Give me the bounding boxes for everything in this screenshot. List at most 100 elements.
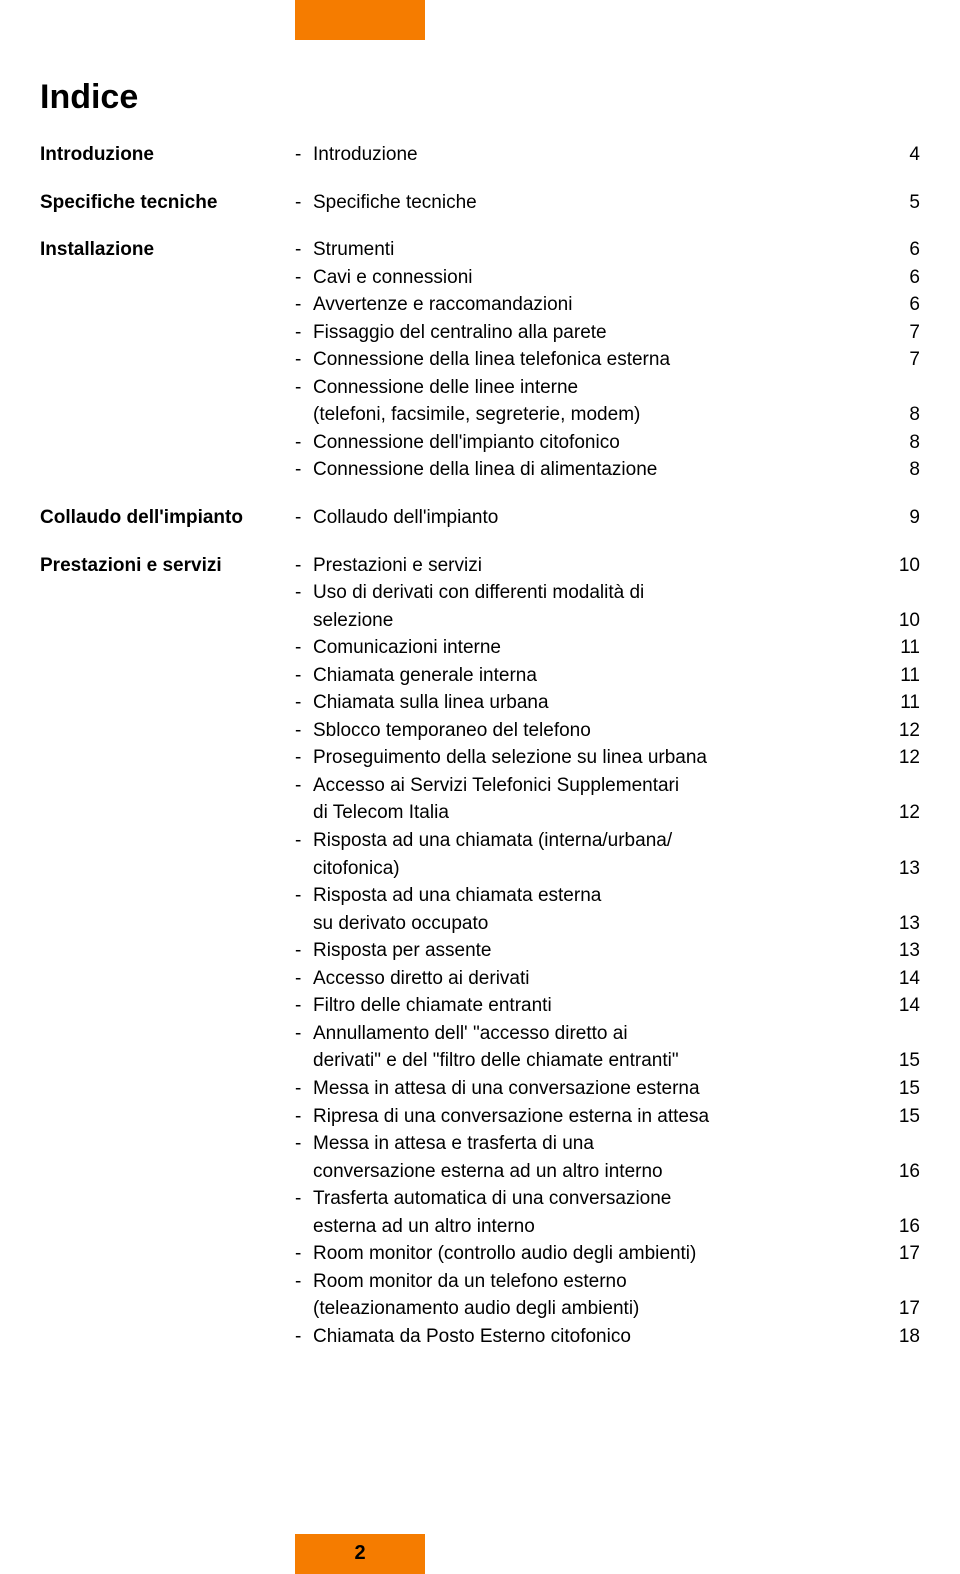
toc-item: -Comunicazioni interne11: [295, 634, 920, 662]
toc-item-text: Filtro delle chiamate entranti: [313, 992, 886, 1020]
toc-item-continuation: di Telecom Italia12: [295, 799, 920, 827]
dash-icon: -: [295, 429, 313, 457]
toc-item-page: 4: [886, 141, 920, 169]
toc-item: -Filtro delle chiamate entranti14: [295, 992, 920, 1020]
toc-item-text: Collaudo dell'impianto: [313, 504, 886, 532]
toc-item-page: 7: [886, 319, 920, 347]
toc-item: -Trasferta automatica di una conversazio…: [295, 1185, 920, 1213]
toc-item-page: 6: [886, 236, 920, 264]
toc-item-text: Messa in attesa di una conversazione est…: [313, 1075, 886, 1103]
toc-item: -Connessione della linea telefonica este…: [295, 346, 920, 374]
dash-icon: -: [295, 937, 313, 965]
dash-icon: -: [295, 772, 313, 800]
dash-icon: -: [295, 291, 313, 319]
toc-item-text: Sblocco temporaneo del telefono: [313, 717, 886, 745]
toc-item-text: Uso di derivati con differenti modalità …: [313, 579, 886, 607]
toc-item-page: 13: [886, 855, 920, 883]
toc-item: -Risposta per assente13: [295, 937, 920, 965]
dash-icon: -: [295, 882, 313, 910]
toc-item-text: Messa in attesa e trasferta di una: [313, 1130, 886, 1158]
indent-spacer: [295, 401, 313, 429]
toc-item-page: 16: [886, 1158, 920, 1186]
toc-item-continuation: su derivato occupato13: [295, 910, 920, 938]
toc-item: -Ripresa di una conversazione esterna in…: [295, 1103, 920, 1131]
toc-item-page: 10: [886, 552, 920, 580]
toc-item-page: 12: [886, 799, 920, 827]
section-label: Introduzione: [40, 141, 295, 169]
indent-spacer: [295, 607, 313, 635]
section-items: -Introduzione4: [295, 141, 920, 169]
toc-item-page: 12: [886, 744, 920, 772]
toc-item-text: Risposta ad una chiamata esterna: [313, 882, 886, 910]
toc-item-text: Room monitor da un telefono esterno: [313, 1268, 886, 1296]
toc-item-page: 12: [886, 717, 920, 745]
toc-item: -Fissaggio del centralino alla parete7: [295, 319, 920, 347]
toc-item-continuation: (telefoni, facsimile, segreterie, modem)…: [295, 401, 920, 429]
toc-item-page: 18: [886, 1323, 920, 1351]
toc-item-cont-text: (teleazionamento audio degli ambienti): [313, 1295, 886, 1323]
toc-item-cont-text: (telefoni, facsimile, segreterie, modem): [313, 401, 886, 429]
toc-item-page: 13: [886, 937, 920, 965]
toc-item-page: 14: [886, 965, 920, 993]
toc-item: -Accesso diretto ai derivati14: [295, 965, 920, 993]
toc-item-page: 8: [886, 456, 920, 484]
dash-icon: -: [295, 1323, 313, 1351]
toc-item: -Annullamento dell' "accesso diretto ai: [295, 1020, 920, 1048]
toc-item: -Room monitor da un telefono esterno: [295, 1268, 920, 1296]
dash-icon: -: [295, 346, 313, 374]
toc-item: -Connessione dell'impianto citofonico8: [295, 429, 920, 457]
toc-item-continuation: citofonica)13: [295, 855, 920, 883]
toc-section: Collaudo dell'impianto-Collaudo dell'imp…: [40, 504, 920, 532]
dash-icon: -: [295, 319, 313, 347]
dash-icon: -: [295, 717, 313, 745]
dash-icon: -: [295, 827, 313, 855]
toc-item-page: 16: [886, 1213, 920, 1241]
toc-item-page: 6: [886, 264, 920, 292]
dash-icon: -: [295, 1130, 313, 1158]
dash-icon: -: [295, 1268, 313, 1296]
toc-item-continuation: esterna ad un altro interno16: [295, 1213, 920, 1241]
toc-item-text: Chiamata generale interna: [313, 662, 886, 690]
toc-section: Introduzione-Introduzione4: [40, 141, 920, 169]
toc-item-continuation: derivati" e del "filtro delle chiamate e…: [295, 1047, 920, 1075]
toc-item-page: 17: [886, 1240, 920, 1268]
toc-section: Specifiche tecniche-Specifiche tecniche5: [40, 189, 920, 217]
toc-item-text: Cavi e connessioni: [313, 264, 886, 292]
toc-item-text: Risposta ad una chiamata (interna/urbana…: [313, 827, 886, 855]
indent-spacer: [295, 1158, 313, 1186]
dash-icon: -: [295, 1103, 313, 1131]
toc-item-page: 8: [886, 429, 920, 457]
toc-item-text: Proseguimento della selezione su linea u…: [313, 744, 886, 772]
toc-item: -Strumenti6: [295, 236, 920, 264]
toc-item-page: 11: [886, 634, 920, 662]
toc-item: -Messa in attesa di una conversazione es…: [295, 1075, 920, 1103]
toc-item-page: 14: [886, 992, 920, 1020]
toc-item-text: Specifiche tecniche: [313, 189, 886, 217]
section-label: Prestazioni e servizi: [40, 552, 295, 580]
toc-item-cont-text: conversazione esterna ad un altro intern…: [313, 1158, 886, 1186]
toc-item: -Uso di derivati con differenti modalità…: [295, 579, 920, 607]
indent-spacer: [295, 799, 313, 827]
section-label: Collaudo dell'impianto: [40, 504, 295, 532]
toc-item-text: Annullamento dell' "accesso diretto ai: [313, 1020, 886, 1048]
dash-icon: -: [295, 634, 313, 662]
dash-icon: -: [295, 1075, 313, 1103]
toc-item-cont-text: derivati" e del "filtro delle chiamate e…: [313, 1047, 886, 1075]
toc-item-continuation: (teleazionamento audio degli ambienti)17: [295, 1295, 920, 1323]
toc-item: -Accesso ai Servizi Telefonici Supplemen…: [295, 772, 920, 800]
toc-item-page: 13: [886, 910, 920, 938]
toc-item-text: Avvertenze e raccomandazioni: [313, 291, 886, 319]
toc-item-text: Connessione dell'impianto citofonico: [313, 429, 886, 457]
dash-icon: -: [295, 1185, 313, 1213]
toc-item-page: 15: [886, 1103, 920, 1131]
toc-item: -Connessione della linea di alimentazion…: [295, 456, 920, 484]
toc-item: -Risposta ad una chiamata esterna: [295, 882, 920, 910]
toc-item-text: Trasferta automatica di una conversazion…: [313, 1185, 886, 1213]
toc-item-page: 15: [886, 1047, 920, 1075]
toc-item-page: 9: [886, 504, 920, 532]
toc-content: Indice Introduzione-Introduzione4Specifi…: [40, 78, 920, 1370]
toc-item-page: 11: [886, 662, 920, 690]
toc-item-page: 17: [886, 1295, 920, 1323]
toc-item-cont-text: di Telecom Italia: [313, 799, 886, 827]
page-number: 2: [295, 1542, 425, 1565]
